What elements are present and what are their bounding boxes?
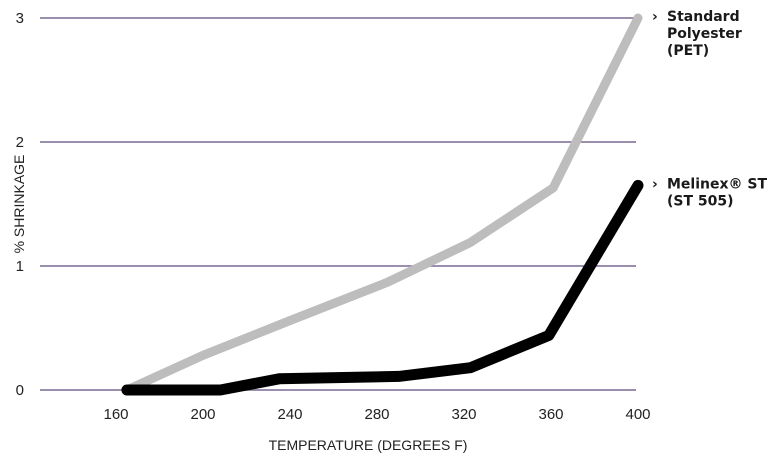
series-line-2 [121,179,644,396]
gridlines [40,17,636,391]
x-tick-label-280: 280 [364,406,389,423]
legend-label-line: (PET) [667,43,709,59]
series-line-1 [122,13,643,395]
y-tick-label-0: 0 [16,382,24,399]
legend-entry-2: › Melinex® ST(ST 505) [652,176,767,209]
y-axis-ticks: 0 1 2 3 [16,10,24,399]
x-tick-label-200: 200 [190,406,215,423]
x-tick-label-400: 400 [625,406,650,423]
x-tick-label-320: 320 [451,406,476,423]
legend-chevron-icon: › [652,176,658,192]
y-tick-label-1: 1 [16,258,24,275]
x-tick-label-240: 240 [277,406,302,423]
x-axis-title: TEMPERATURE (DEGREES F) [269,437,468,453]
legend-label-line: Standard [667,9,740,25]
x-tick-label-160: 160 [103,406,128,423]
legend-label-line: (ST 505) [667,193,734,209]
y-tick-label-3: 3 [16,10,24,27]
series-lines [121,13,644,396]
y-tick-label-2: 2 [16,134,24,151]
x-tick-label-360: 360 [538,406,563,423]
x-axis-ticks: 160 200 240 280 320 360 400 [103,406,650,423]
legend-label-line: Polyester [667,26,742,42]
y-axis-title: % SHRINKAGE [11,155,27,254]
legend-chevron-icon: › [652,9,658,25]
legend-label-line: Melinex® ST [667,176,767,192]
